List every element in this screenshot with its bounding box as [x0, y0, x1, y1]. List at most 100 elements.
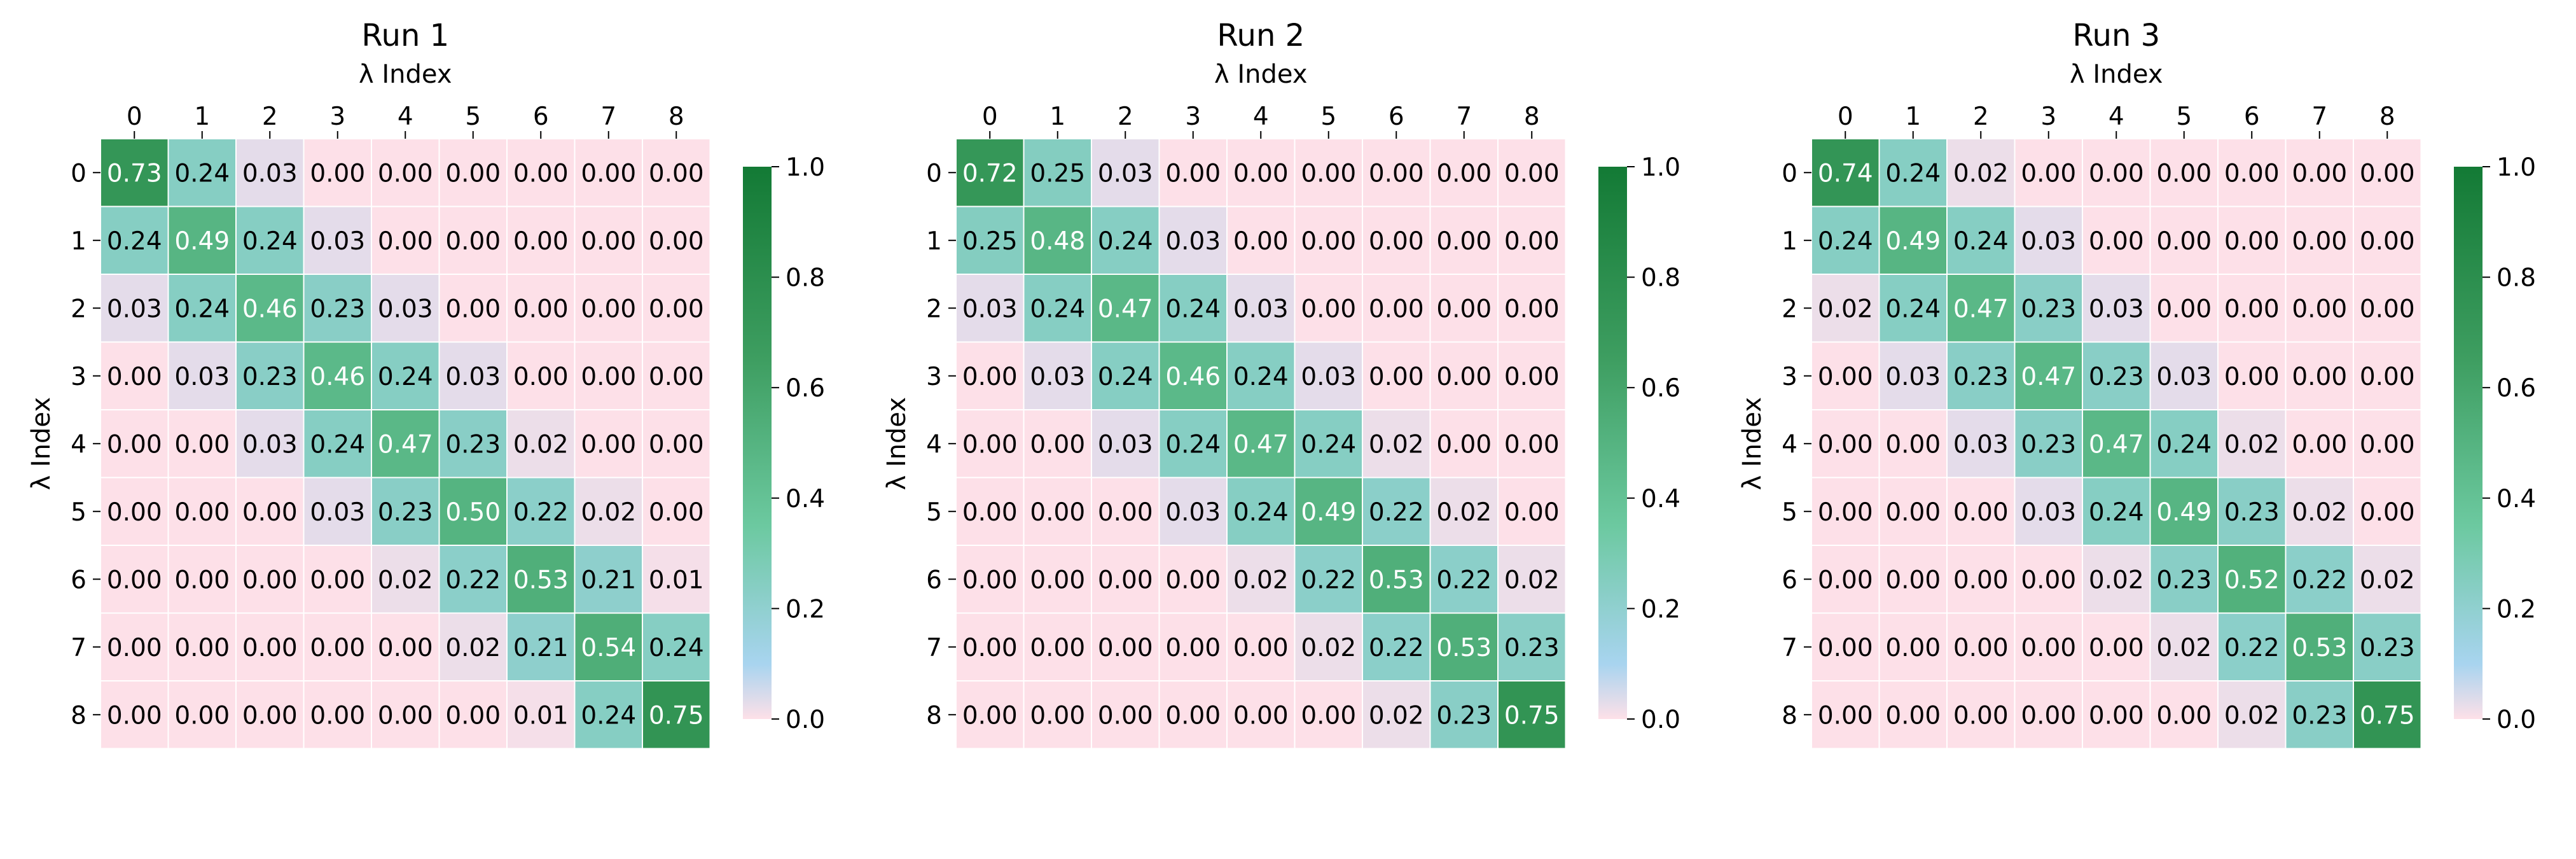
- heatmap-cell: [167, 477, 237, 546]
- heatmap-cell: [1429, 206, 1499, 275]
- heatmap-cell: [100, 680, 169, 750]
- x-tick-label: 3: [1185, 102, 1201, 131]
- heatmap-cell: [1362, 680, 1431, 750]
- heatmap-cell: [2014, 409, 2083, 478]
- cell-value-label: 0.00: [581, 363, 636, 391]
- y-tick-label: 7: [1782, 634, 1797, 662]
- cell-value-label: 0.22: [2292, 566, 2347, 594]
- heatmap-cell: [506, 545, 576, 614]
- x-tick-label: 6: [2244, 102, 2260, 131]
- cell-value-label: 0.23: [2360, 634, 2415, 662]
- cell-value-label: 0.02: [378, 566, 433, 594]
- heatmap-cell: [235, 274, 305, 343]
- cell-value-label: 0.24: [1818, 227, 1873, 256]
- heatmap-cell: [1294, 545, 1363, 614]
- cell-value-label: 0.21: [513, 634, 569, 662]
- heatmap-cell: [371, 206, 440, 275]
- cell-value-label: 0.00: [1233, 634, 1289, 662]
- cell-value-label: 0.73: [107, 159, 162, 188]
- y-tick-label: 8: [1782, 701, 1797, 730]
- cell-value-label: 0.72: [962, 159, 1018, 188]
- cell-value-label: 0.00: [310, 566, 365, 594]
- heatmap-cell: [1226, 477, 1296, 546]
- colorbar-tick-label: 0.2: [2496, 595, 2536, 624]
- cell-value-label: 0.00: [1098, 566, 1153, 594]
- heatmap-cell: [1497, 612, 1567, 681]
- cell-value-label: 0.02: [581, 498, 636, 527]
- heatmap-cell: [1878, 138, 1948, 207]
- cell-value-label: 0.00: [107, 701, 162, 730]
- heatmap-cell: [642, 477, 711, 546]
- y-tick-label: 7: [926, 634, 942, 662]
- cell-value-label: 0.48: [1030, 227, 1085, 256]
- cell-value-label: 0.00: [649, 498, 704, 527]
- cell-value-label: 0.00: [2360, 498, 2415, 527]
- cell-value-label: 0.47: [378, 430, 433, 459]
- heatmap-cell: [303, 680, 372, 750]
- heatmap-cell: [2217, 274, 2287, 343]
- cell-value-label: 0.00: [1301, 295, 1356, 323]
- heatmap-cell: [167, 545, 237, 614]
- cell-value-label: 0.03: [1233, 295, 1289, 323]
- heatmap-cell: [100, 138, 169, 207]
- heatmap-cell: [2082, 341, 2151, 410]
- cell-value-label: 0.24: [581, 701, 636, 730]
- heatmap-cell: [1226, 680, 1296, 750]
- x-tick-label: 1: [194, 102, 210, 131]
- heatmap-cell: [2217, 477, 2287, 546]
- heatmap-cell: [1946, 206, 2016, 275]
- colorbar-tick-label: 0.6: [1641, 374, 1680, 403]
- cell-value-label: 0.00: [310, 701, 365, 730]
- y-tick-label: 2: [1782, 295, 1797, 323]
- cell-value-label: 0.00: [962, 566, 1018, 594]
- cell-value-label: 0.00: [1030, 701, 1085, 730]
- cell-value-label: 0.00: [107, 363, 162, 391]
- heatmap-cell: [955, 477, 1025, 546]
- cell-value-label: 0.00: [1504, 363, 1560, 391]
- cell-value-label: 0.03: [1301, 363, 1356, 391]
- y-tick-label: 0: [1782, 159, 1797, 188]
- cell-value-label: 0.53: [2292, 634, 2347, 662]
- heatmap-cell: [2285, 612, 2354, 681]
- heatmap-cell: [1091, 477, 1160, 546]
- cell-value-label: 0.21: [581, 566, 636, 594]
- heatmap-cell: [167, 341, 237, 410]
- heatmap-cell: [235, 680, 305, 750]
- cell-value-label: 0.24: [1165, 430, 1221, 459]
- cell-value-label: 0.00: [445, 227, 501, 256]
- heatmap-cell: [955, 341, 1025, 410]
- cell-value-label: 0.02: [513, 430, 569, 459]
- cell-value-label: 0.00: [1953, 566, 2009, 594]
- cell-value-label: 0.53: [1369, 566, 1424, 594]
- heatmap-cell: [1158, 545, 1228, 614]
- heatmap-cell: [1878, 680, 1948, 750]
- cell-value-label: 0.00: [1818, 430, 1873, 459]
- cell-value-label: 0.00: [1953, 701, 2009, 730]
- cell-value-label: 0.00: [1098, 701, 1153, 730]
- heatmap-cell: [2353, 680, 2422, 750]
- y-tick-label: 5: [1782, 498, 1797, 527]
- heatmap-cell: [1294, 409, 1363, 478]
- cell-value-label: 0.00: [1436, 295, 1492, 323]
- heatmap-cell: [2014, 274, 2083, 343]
- heatmap-cell: [2082, 680, 2151, 750]
- heatmap-cell: [2285, 409, 2354, 478]
- cell-value-label: 0.00: [242, 498, 298, 527]
- cell-value-label: 0.24: [378, 363, 433, 391]
- cell-value-label: 0.46: [242, 295, 298, 323]
- x-axis-label: λ Index: [359, 60, 452, 89]
- cell-value-label: 0.22: [445, 566, 501, 594]
- cell-value-label: 0.00: [1165, 159, 1221, 188]
- x-tick-label: 2: [1118, 102, 1133, 131]
- heatmap-cell: [303, 341, 372, 410]
- y-tick-label: 4: [1782, 430, 1797, 459]
- cell-value-label: 0.03: [2089, 295, 2144, 323]
- cell-value-label: 0.47: [2089, 430, 2144, 459]
- cell-value-label: 0.00: [581, 430, 636, 459]
- heatmap-cell: [1023, 409, 1092, 478]
- cell-value-label: 0.00: [1436, 430, 1492, 459]
- cell-value-label: 0.00: [1165, 701, 1221, 730]
- heatmap-cell: [1294, 274, 1363, 343]
- cell-value-label: 0.02: [1369, 701, 1424, 730]
